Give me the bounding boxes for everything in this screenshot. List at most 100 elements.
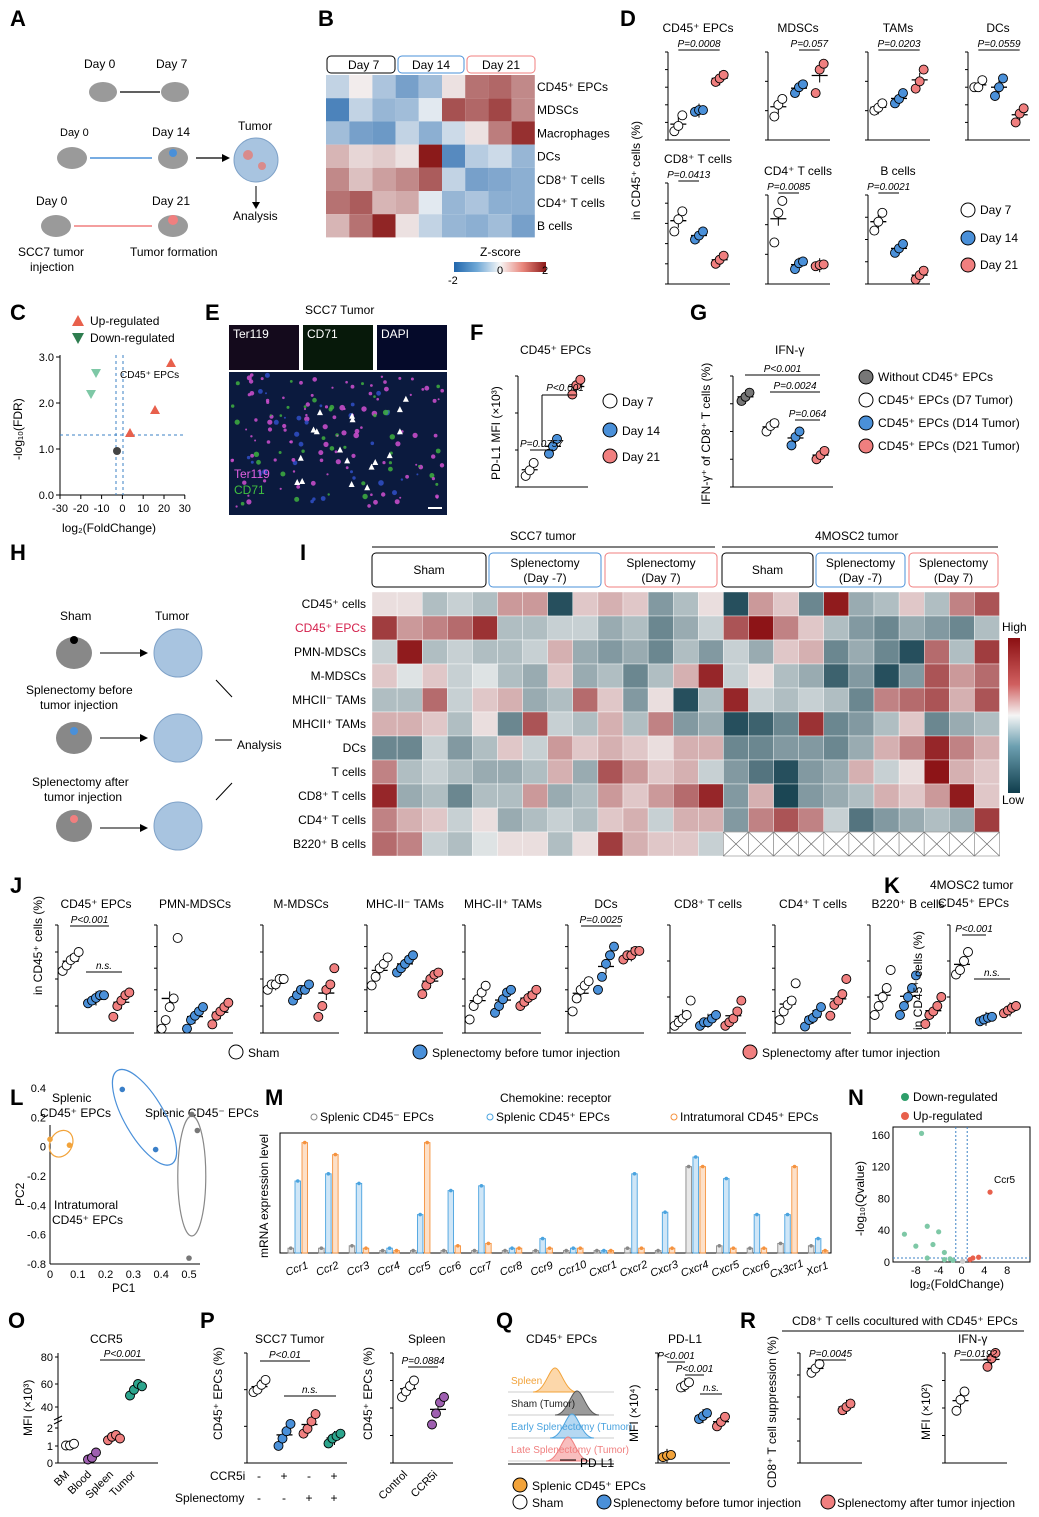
b-heatmap xyxy=(326,75,535,238)
e-label1: Ter119 xyxy=(234,467,270,481)
cell-signal xyxy=(292,470,296,473)
q-pvalue: P<0.001 xyxy=(657,1351,695,1362)
heatmap-cell xyxy=(698,615,724,641)
heatmap-cell xyxy=(326,167,350,191)
heatmap-cell xyxy=(447,639,473,665)
cell-signal xyxy=(382,461,386,465)
heatmap-cell xyxy=(396,711,423,737)
g-pvalue: P<0.001 xyxy=(764,364,802,375)
cell-signal xyxy=(250,460,254,464)
replicate-point xyxy=(295,1179,300,1183)
j-title: MHC-II⁺ TAMs xyxy=(464,897,542,911)
data-point xyxy=(877,992,888,1002)
heatmap-cell xyxy=(395,75,419,99)
heatmap-cell xyxy=(823,663,850,689)
heatmap-cell xyxy=(647,663,674,689)
heatmap-cell xyxy=(422,735,448,761)
heatmap-cell xyxy=(372,98,396,122)
cell-signal xyxy=(435,496,439,499)
cell-cross xyxy=(748,831,774,857)
heatmap-cell xyxy=(597,687,624,713)
a-injection-2: injection xyxy=(30,260,74,274)
heatmap-cell xyxy=(472,639,498,665)
i-group-headers: Sham Splenectomy(Day -7)Splenectomy(Day 7… xyxy=(371,552,999,588)
cell-signal xyxy=(367,504,371,508)
heatmap-cell xyxy=(974,663,1000,689)
j-chart xyxy=(867,924,947,1034)
b-day: Day 14 xyxy=(412,58,450,72)
heatmap-cell xyxy=(949,783,975,809)
data-point xyxy=(869,1010,880,1020)
panel-label-b: B xyxy=(318,6,334,31)
replicate-point xyxy=(602,1248,606,1253)
heatmap-cell xyxy=(572,783,599,809)
heatmap-cell xyxy=(924,687,950,713)
heatmap-cell xyxy=(924,711,950,737)
x-tick-label: 0.2 xyxy=(98,1269,113,1281)
d-chart xyxy=(965,51,1030,141)
replicate-point xyxy=(792,1164,797,1169)
gene-label: Ccr3 xyxy=(345,1259,372,1279)
data-point xyxy=(769,111,780,122)
cell-signal xyxy=(405,474,409,479)
heatmap-cell xyxy=(447,615,473,641)
cell-signal xyxy=(301,449,305,453)
heatmap-cell xyxy=(371,591,398,617)
cell-signal xyxy=(247,494,250,497)
data-point xyxy=(955,965,965,975)
pca-point xyxy=(119,1086,126,1093)
x-tick-label: 8 xyxy=(1004,1265,1010,1277)
n-ylabel: -log₁₀(Qvalue) xyxy=(853,1161,867,1236)
heatmap-cell xyxy=(622,639,649,665)
legend-dot-sham xyxy=(512,1494,528,1510)
data-point xyxy=(990,1348,1001,1358)
heatmap-cell xyxy=(326,75,350,99)
cell-signal xyxy=(292,460,298,466)
arrow-head xyxy=(140,734,148,742)
y-tick-label: 2.0 xyxy=(39,398,54,410)
c-ylabel: -log₁₀(FDR) xyxy=(11,398,25,460)
row-label: DCs xyxy=(537,150,560,164)
cell-signal xyxy=(258,389,263,394)
heatmap-cell xyxy=(673,807,699,833)
cell-signal xyxy=(294,431,300,437)
day-box xyxy=(397,55,465,74)
heatmap-cell xyxy=(547,831,574,857)
m-title: Chemokine: receptor xyxy=(500,1091,611,1105)
cell-signal xyxy=(319,458,324,463)
cell-signal xyxy=(398,376,402,380)
heatmap-cell xyxy=(497,687,523,713)
d-title: CD45⁺ EPCs xyxy=(662,21,733,35)
r-chart2 xyxy=(942,1348,1007,1464)
cell-cross xyxy=(798,831,825,857)
legend-dot-after xyxy=(742,1044,758,1060)
group-label: Sham xyxy=(752,563,783,577)
tumor-illustration xyxy=(233,137,279,183)
cell-signal xyxy=(234,419,240,425)
heatmap-cell xyxy=(371,615,398,641)
data-point xyxy=(736,995,747,1006)
cell-signal xyxy=(415,463,418,466)
heatmap-cell xyxy=(442,121,466,145)
heatmap-cell xyxy=(647,615,674,641)
data-point xyxy=(959,1386,970,1397)
heatmap-cell xyxy=(522,663,548,689)
down-point xyxy=(913,1243,919,1249)
heatmap-cell xyxy=(773,759,799,785)
heatmap-cell xyxy=(418,167,442,191)
y-tick-label: 3.0 xyxy=(39,352,54,364)
replicate-point xyxy=(449,1188,453,1193)
data-point xyxy=(73,947,84,957)
heatmap-cell xyxy=(974,783,1000,809)
heatmap-cell xyxy=(748,735,774,761)
d-title: MDSCs xyxy=(777,21,818,35)
cell-signal xyxy=(345,380,348,384)
up-point xyxy=(976,1254,982,1260)
heatmap-cell xyxy=(572,687,599,713)
heatmap-cell xyxy=(372,121,396,145)
cell-signal xyxy=(248,379,254,384)
j-ylabel: in CD45⁺ cells (%) xyxy=(31,896,45,995)
heatmap-cell xyxy=(773,711,799,737)
heatmap-cell xyxy=(511,98,535,122)
heatmap-cell xyxy=(622,591,649,617)
